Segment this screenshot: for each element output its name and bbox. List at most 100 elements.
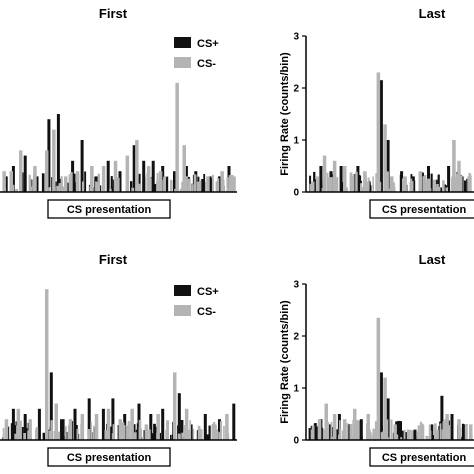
panel-title: Last xyxy=(419,6,446,21)
bar xyxy=(104,430,108,440)
bar xyxy=(153,433,156,440)
bar xyxy=(346,423,349,440)
bar xyxy=(201,179,204,192)
legend-swatch-cs_minus xyxy=(174,305,191,316)
bar xyxy=(106,408,111,440)
bar xyxy=(135,429,139,440)
bar xyxy=(185,176,188,192)
bar xyxy=(138,173,141,192)
bar xyxy=(2,427,5,440)
y-tick-label: 2 xyxy=(293,84,299,95)
bar xyxy=(35,176,39,192)
bar xyxy=(95,181,97,192)
bar xyxy=(343,419,347,440)
bar xyxy=(355,420,359,440)
bar xyxy=(437,186,441,192)
bar xyxy=(66,182,70,192)
bar xyxy=(87,436,90,440)
bar xyxy=(225,414,229,440)
bar xyxy=(182,145,186,192)
bar xyxy=(208,425,211,440)
bar xyxy=(387,188,391,192)
bar xyxy=(50,420,53,440)
bar xyxy=(184,408,189,440)
panel-1: First CS presentation CS+ CS- xyxy=(0,6,237,219)
legend-label-cs_minus: CS- xyxy=(197,306,216,318)
bar xyxy=(215,429,218,440)
bar xyxy=(386,437,390,440)
bar xyxy=(101,408,105,440)
bar xyxy=(445,187,448,192)
bar xyxy=(332,414,337,440)
bar xyxy=(393,182,395,192)
bar xyxy=(132,145,136,192)
bar xyxy=(87,429,91,440)
bar xyxy=(450,414,454,440)
legend: CS+ CS- xyxy=(174,37,219,70)
bar xyxy=(109,426,112,440)
bar xyxy=(125,155,130,192)
bar xyxy=(464,180,467,192)
bar xyxy=(435,429,439,440)
bar xyxy=(383,377,387,440)
bar xyxy=(361,187,364,192)
bar xyxy=(189,424,193,440)
bar xyxy=(153,423,156,440)
bar xyxy=(398,424,402,440)
bar xyxy=(226,177,229,192)
bar xyxy=(54,403,58,440)
bar xyxy=(97,173,101,192)
cs-presentation-label: CS presentation xyxy=(369,199,474,219)
panel-title: First xyxy=(99,252,128,267)
bar xyxy=(166,176,169,192)
bar xyxy=(317,419,322,440)
bar xyxy=(33,166,37,192)
y-tick-label: 0 xyxy=(293,436,299,447)
bar xyxy=(11,166,15,192)
bar xyxy=(363,171,367,192)
bar xyxy=(366,414,370,440)
bar xyxy=(42,432,45,440)
bar xyxy=(19,150,23,192)
cs-presentation-label: CS presentation xyxy=(369,447,474,467)
bar xyxy=(41,173,45,192)
bar xyxy=(339,166,343,192)
bar xyxy=(430,424,434,440)
bar xyxy=(353,408,357,440)
legend-label-cs_plus: CS+ xyxy=(197,286,219,298)
bar xyxy=(322,429,325,440)
y-tick-label: 2 xyxy=(293,332,299,343)
bar xyxy=(138,419,142,440)
bar xyxy=(401,430,404,440)
bar xyxy=(81,181,85,192)
bar xyxy=(203,414,207,440)
bar xyxy=(338,420,341,440)
bar xyxy=(326,172,329,192)
bar xyxy=(113,160,118,192)
bar xyxy=(191,184,194,192)
bar xyxy=(106,160,110,192)
bar xyxy=(146,166,151,192)
bar xyxy=(111,433,114,440)
bar xyxy=(21,427,24,440)
bar xyxy=(64,176,68,192)
bar xyxy=(447,166,451,192)
bar xyxy=(402,178,405,192)
bar xyxy=(430,173,433,192)
bar xyxy=(65,426,67,440)
bar xyxy=(424,174,427,192)
bar xyxy=(386,419,389,440)
bar xyxy=(309,189,313,192)
bar xyxy=(23,414,27,440)
bar xyxy=(192,428,195,440)
bar xyxy=(429,430,432,440)
bar xyxy=(420,424,424,440)
bar xyxy=(403,176,407,192)
bar xyxy=(331,427,334,440)
bar xyxy=(60,419,63,440)
bar xyxy=(112,424,116,440)
bar xyxy=(90,421,92,440)
bar xyxy=(393,424,397,440)
bar xyxy=(16,408,21,440)
